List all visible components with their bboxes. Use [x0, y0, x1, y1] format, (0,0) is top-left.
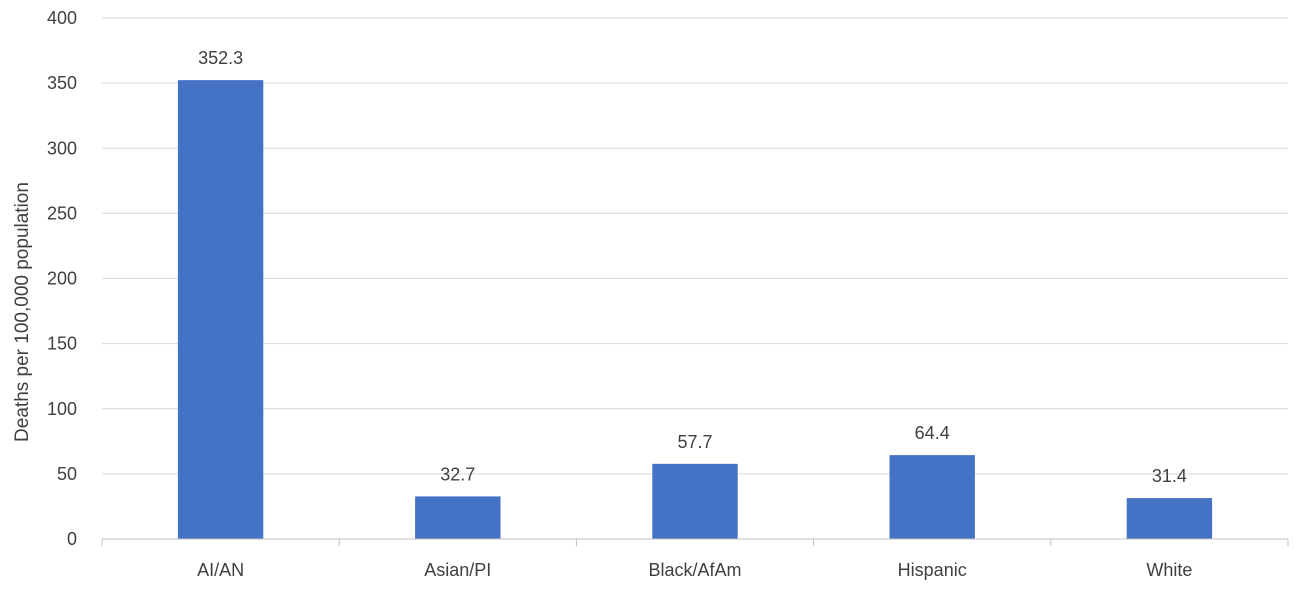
data-label: 32.7	[440, 464, 475, 484]
bars	[177, 80, 1213, 540]
bar-hispanic	[889, 455, 975, 539]
y-tick-label: 100	[47, 399, 77, 419]
y-tick-label: 50	[57, 464, 77, 484]
y-tick-label: 250	[47, 203, 77, 223]
bar-white	[1126, 498, 1213, 539]
data-label: 64.4	[915, 423, 950, 443]
data-labels: 352.3 32.7 57.7 64.4 31.4	[198, 48, 1187, 486]
y-tick-label: 400	[47, 8, 77, 28]
y-tick-label: 0	[67, 529, 77, 549]
y-tick-label: 350	[47, 73, 77, 93]
y-axis-title: Deaths per 100,000 population	[12, 182, 33, 442]
x-category-label: White	[1146, 560, 1192, 580]
x-axis: AI/AN Asian/PI Black/AfAm Hispanic White	[101, 538, 1289, 580]
y-tick-label: 150	[47, 334, 77, 354]
gridlines	[102, 17, 1288, 475]
bar-black-afam	[652, 463, 738, 539]
y-tick-label: 200	[47, 269, 77, 289]
y-tick-label: 300	[47, 138, 77, 158]
y-axis-ticks: 0 50 100 150 200 250 300 350 400	[47, 8, 77, 549]
bar-ai-an	[177, 80, 264, 540]
x-category-label: Black/AfAm	[648, 560, 741, 580]
bar-asian-pi	[415, 496, 501, 539]
x-category-label: Asian/PI	[424, 560, 491, 580]
x-category-label: AI/AN	[197, 560, 244, 580]
data-label: 31.4	[1152, 466, 1187, 486]
x-category-label: Hispanic	[898, 560, 967, 580]
data-label: 352.3	[198, 48, 243, 68]
data-label: 57.7	[677, 432, 712, 452]
